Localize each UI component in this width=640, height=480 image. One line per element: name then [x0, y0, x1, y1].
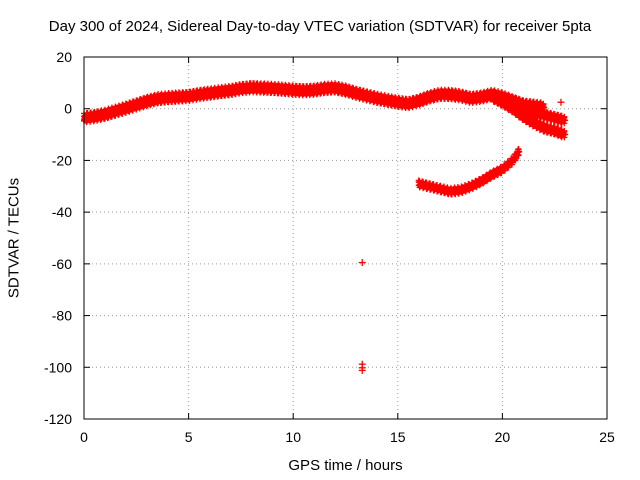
y-tick-label: -20 [52, 152, 72, 168]
series-satellite-arc [415, 145, 523, 198]
series-isolated-points [358, 98, 565, 374]
data-series [81, 80, 569, 374]
x-tick-label: 20 [495, 429, 511, 445]
x-tick-label: 15 [390, 429, 406, 445]
y-tick-label: -100 [44, 359, 72, 375]
y-tick-label: 0 [64, 101, 72, 117]
y-tick-label: -80 [52, 308, 72, 324]
x-tick-label: 0 [80, 429, 88, 445]
y-axis-label: SDTVAR / TECUs [5, 177, 23, 299]
x-tick-label: 25 [599, 429, 615, 445]
x-tick-label: 10 [285, 429, 301, 445]
y-tick-label: 20 [56, 49, 72, 65]
chart-title: Day 300 of 2024, Sidereal Day-to-day VTE… [48, 18, 592, 35]
grid-lines [84, 57, 607, 419]
x-axis-label: GPS time / hours [288, 457, 403, 474]
y-tick-label: -40 [52, 204, 72, 220]
series-main-band [81, 80, 548, 126]
data-point [358, 259, 366, 267]
y-tick-label: -120 [44, 411, 72, 427]
x-tick-label: 5 [185, 429, 193, 445]
data-point [557, 98, 565, 106]
y-tick-label: -60 [52, 256, 72, 272]
